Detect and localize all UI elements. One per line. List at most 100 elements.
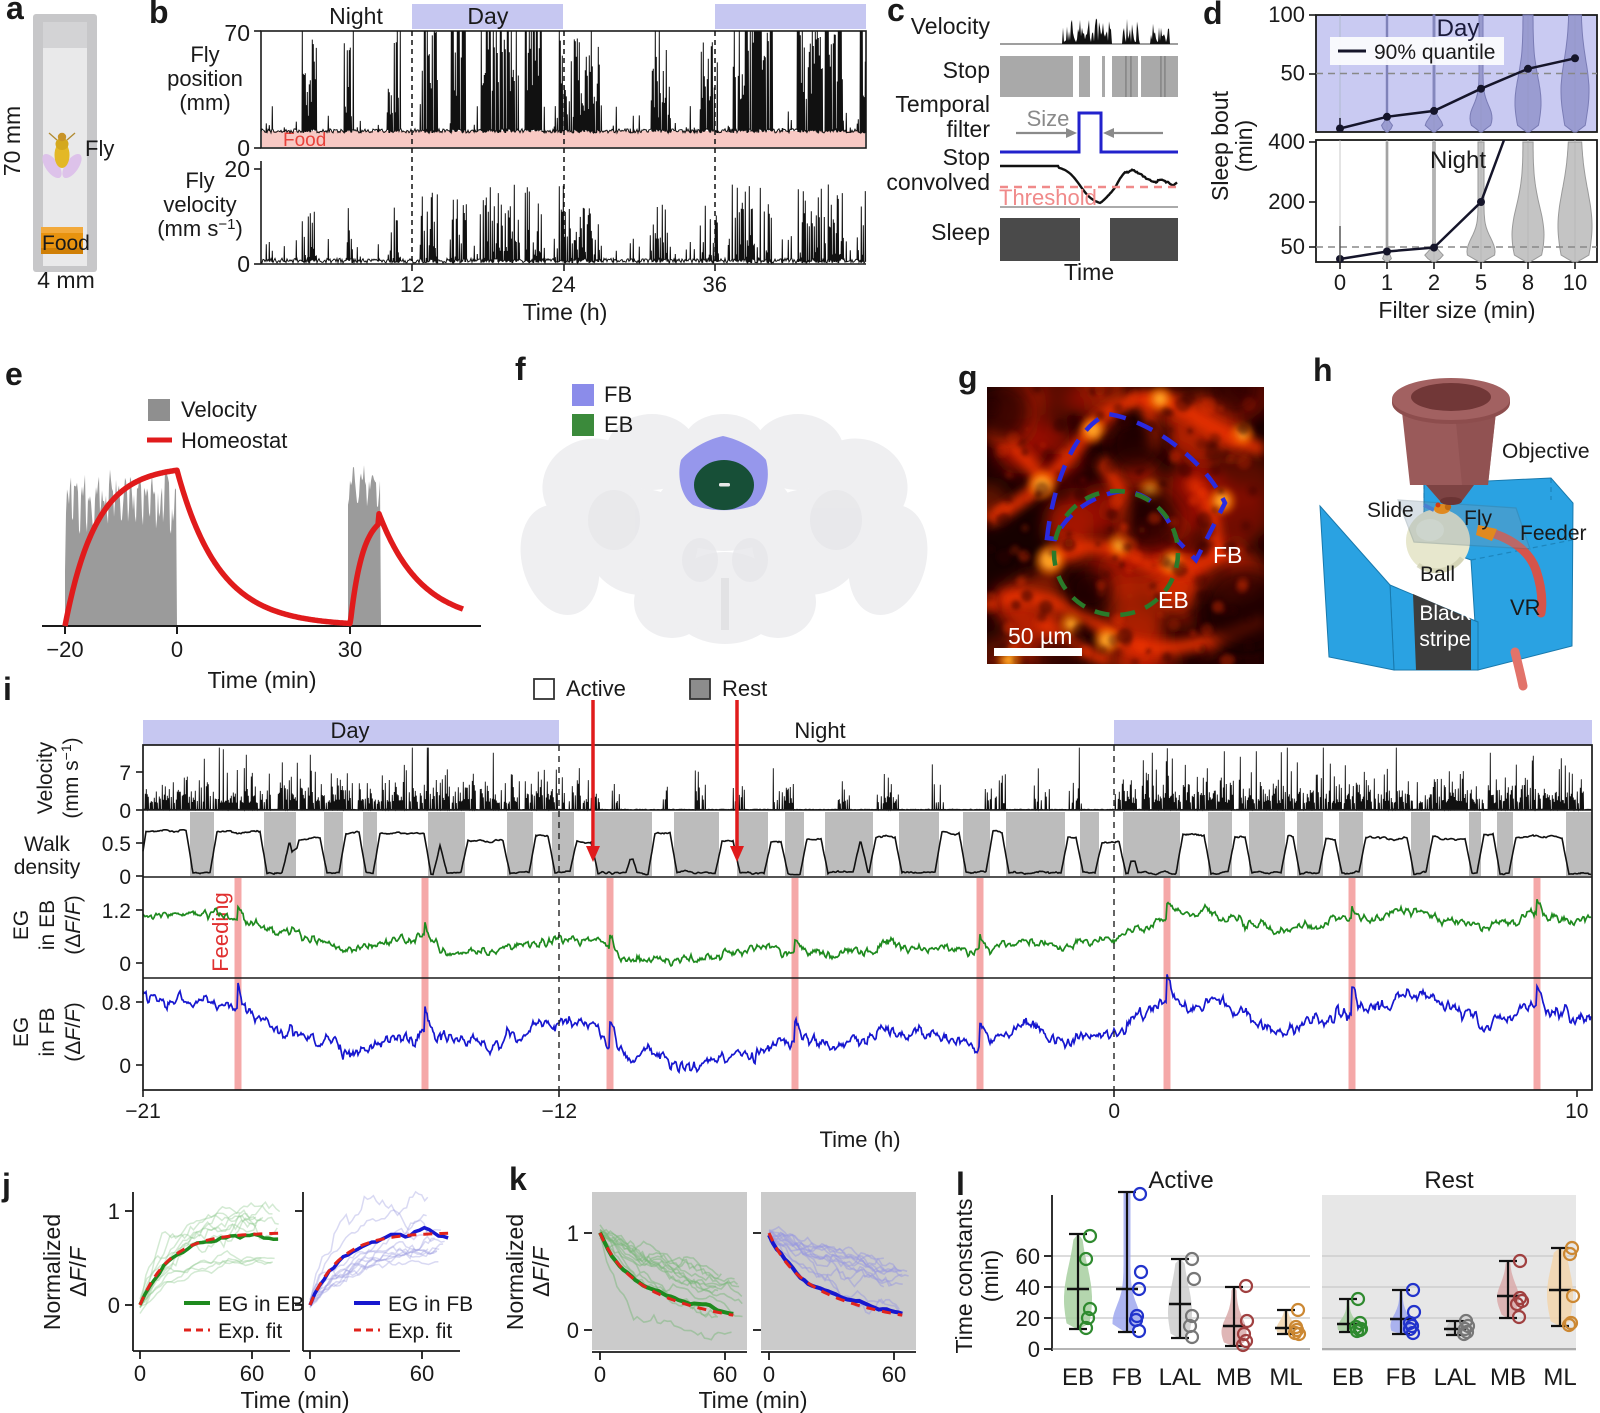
- svg-text:ΔF/F: ΔF/F: [65, 1245, 91, 1297]
- svg-text:EB: EB: [1062, 1364, 1094, 1391]
- svg-text:90% quantile: 90% quantile: [1374, 41, 1495, 64]
- svg-text:Filter size (min): Filter size (min): [1378, 297, 1535, 323]
- svg-text:60: 60: [882, 1362, 906, 1387]
- svg-text:Homeostat: Homeostat: [181, 428, 287, 453]
- svg-text:velocity: velocity: [163, 192, 236, 217]
- svg-text:Day: Day: [330, 718, 369, 743]
- svg-text:0: 0: [304, 1361, 316, 1386]
- svg-text:g: g: [958, 359, 978, 395]
- svg-text:LAL: LAL: [1434, 1364, 1477, 1391]
- svg-text:Objective: Objective: [1502, 440, 1590, 463]
- svg-text:8: 8: [1522, 270, 1534, 295]
- svg-text:0: 0: [237, 135, 250, 161]
- svg-text:(ΔF/F): (ΔF/F): [62, 895, 85, 955]
- svg-text:0: 0: [134, 1361, 146, 1386]
- svg-text:convolved: convolved: [886, 169, 990, 195]
- svg-text:0: 0: [237, 251, 250, 277]
- svg-text:Temporal: Temporal: [895, 91, 990, 117]
- svg-text:(min): (min): [1231, 120, 1257, 172]
- svg-text:Feeding: Feeding: [208, 892, 233, 972]
- svg-text:−12: −12: [541, 1100, 577, 1123]
- svg-text:Threshold: Threshold: [999, 185, 1097, 210]
- svg-text:Slide: Slide: [1367, 499, 1414, 522]
- svg-text:Normalized: Normalized: [39, 1214, 65, 1330]
- svg-text:0.8: 0.8: [102, 992, 131, 1015]
- svg-text:Stop: Stop: [943, 144, 990, 170]
- svg-text:j: j: [1, 1167, 11, 1203]
- svg-text:40: 40: [1016, 1275, 1040, 1300]
- svg-text:0: 0: [1028, 1337, 1040, 1362]
- svg-text:Rest: Rest: [1424, 1167, 1474, 1194]
- svg-text:Velocity: Velocity: [181, 397, 257, 422]
- svg-text:MB: MB: [1216, 1364, 1252, 1391]
- svg-text:50: 50: [1281, 61, 1305, 86]
- svg-text:Night: Night: [794, 718, 845, 743]
- svg-text:Active: Active: [566, 676, 626, 701]
- svg-text:Fly: Fly: [185, 168, 214, 193]
- svg-text:VR: VR: [1510, 595, 1541, 620]
- svg-text:d: d: [1203, 0, 1223, 31]
- svg-text:7: 7: [119, 762, 131, 785]
- svg-text:MB: MB: [1490, 1364, 1526, 1391]
- svg-text:EB: EB: [1332, 1364, 1364, 1391]
- svg-text:position: position: [167, 66, 243, 91]
- svg-text:Feeder: Feeder: [1520, 522, 1587, 545]
- svg-text:Walk: Walk: [24, 833, 70, 856]
- svg-text:400: 400: [1268, 129, 1305, 154]
- svg-text:Night: Night: [1430, 147, 1486, 174]
- svg-text:Stop: Stop: [943, 57, 990, 83]
- svg-text:(ΔF/F): (ΔF/F): [62, 1002, 85, 1062]
- svg-text:24: 24: [551, 272, 575, 297]
- svg-text:ML: ML: [1543, 1364, 1576, 1391]
- svg-text:EB: EB: [604, 412, 633, 437]
- svg-text:0: 0: [594, 1362, 606, 1387]
- svg-text:ΔF/F: ΔF/F: [528, 1245, 554, 1297]
- svg-text:EG: EG: [10, 910, 33, 940]
- svg-text:0: 0: [171, 637, 183, 662]
- svg-text:Time: Time: [1064, 259, 1114, 285]
- svg-text:LAL: LAL: [1159, 1364, 1202, 1391]
- svg-text:density: density: [14, 856, 81, 879]
- svg-text:filter: filter: [947, 116, 991, 142]
- svg-text:−21: −21: [125, 1100, 161, 1123]
- svg-text:Time constants: Time constants: [951, 1198, 977, 1353]
- svg-text:Time (min): Time (min): [698, 1387, 807, 1413]
- svg-text:10: 10: [1563, 270, 1587, 295]
- svg-text:Fly: Fly: [1464, 507, 1492, 530]
- svg-text:20: 20: [1016, 1306, 1040, 1331]
- svg-text:0: 0: [119, 866, 131, 889]
- svg-text:60: 60: [410, 1361, 434, 1386]
- svg-text:in FB: in FB: [36, 1007, 59, 1056]
- svg-text:0: 0: [119, 800, 131, 823]
- svg-text:0: 0: [108, 1293, 120, 1318]
- svg-text:Ball: Ball: [1420, 563, 1455, 586]
- svg-text:Fly: Fly: [85, 136, 114, 161]
- svg-text:60: 60: [713, 1362, 737, 1387]
- svg-text:Time (min): Time (min): [207, 667, 316, 693]
- svg-text:c: c: [887, 0, 905, 28]
- svg-text:10: 10: [1565, 1100, 1588, 1123]
- svg-text:4 mm: 4 mm: [37, 267, 95, 293]
- svg-text:0: 0: [763, 1362, 775, 1387]
- svg-text:Size: Size: [1027, 106, 1070, 131]
- svg-text:−20: −20: [46, 637, 83, 662]
- svg-text:0: 0: [1334, 270, 1346, 295]
- svg-text:0: 0: [1108, 1100, 1120, 1123]
- svg-text:b: b: [149, 0, 169, 30]
- svg-text:Exp. fit: Exp. fit: [388, 1320, 452, 1343]
- svg-text:50: 50: [1281, 234, 1305, 259]
- svg-text:Sleep bout: Sleep bout: [1207, 90, 1233, 201]
- svg-text:Active: Active: [1148, 1167, 1213, 1194]
- svg-text:1.2: 1.2: [102, 900, 131, 923]
- svg-text:a: a: [6, 0, 24, 26]
- svg-text:Day: Day: [467, 3, 508, 29]
- svg-text:FB: FB: [1112, 1364, 1143, 1391]
- svg-text:EG: EG: [10, 1017, 33, 1047]
- svg-text:0: 0: [119, 1055, 131, 1078]
- svg-text:0.5: 0.5: [102, 833, 131, 856]
- svg-text:Time (h): Time (h): [819, 1127, 900, 1152]
- svg-text:EG in FB: EG in FB: [388, 1293, 473, 1316]
- svg-text:i: i: [3, 671, 12, 707]
- svg-text:h: h: [1313, 352, 1333, 388]
- svg-text:Night: Night: [329, 3, 383, 29]
